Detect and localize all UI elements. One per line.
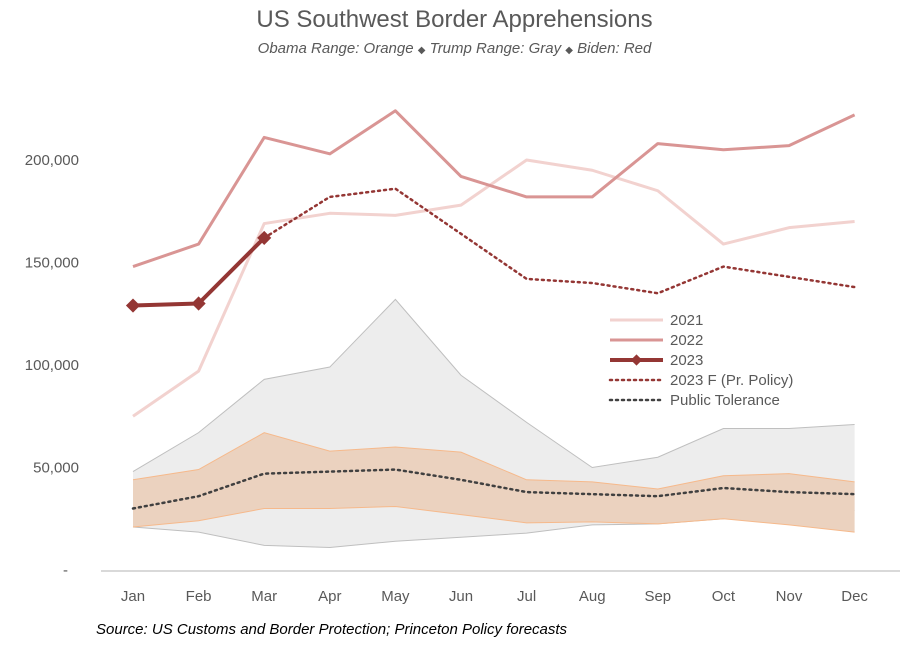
subtitle-obama: Obama Range: Orange [257, 40, 414, 57]
x-tick-label: Jan [121, 588, 145, 605]
subtitle-trump: Trump Range: Gray [429, 40, 562, 57]
x-tick-label: Feb [186, 588, 212, 605]
subtitle-biden: Biden: Red [577, 40, 652, 57]
chart-title: US Southwest Border Apprehensions [256, 6, 653, 33]
x-tick-label: Dec [841, 588, 868, 605]
series-2023-marker [191, 296, 206, 311]
x-tick-label: Mar [251, 588, 277, 605]
obama-range-lower-edge [132, 505, 855, 533]
x-tick-label: Apr [318, 588, 341, 605]
obama-range-band [133, 432, 855, 533]
legend-label-2022: 2022 [670, 332, 703, 349]
series-2022-line [132, 109, 856, 269]
legend-label-2023: 2023 [670, 352, 703, 369]
series-lines [125, 109, 856, 510]
chart-subtitle: Obama Range: Orange ◆ Trump Range: Gray … [0, 40, 909, 57]
x-tick-label: Jun [449, 588, 473, 605]
series-2023-marker [125, 298, 141, 313]
x-tick-label: Jul [517, 588, 536, 605]
legend-label-public-tolerance: Public Tolerance [670, 392, 780, 409]
obama-range-upper-edge [132, 432, 855, 490]
x-axis-ticks: Jan Feb Mar Apr May Jun Jul Aug Sep Oct Nov Dec [121, 588, 869, 605]
legend-marker-2023 [630, 354, 643, 366]
y-tick-label: - [63, 562, 68, 579]
series-2023-f-pr-policy-line [262, 187, 856, 295]
x-tick-label: Aug [579, 588, 606, 605]
y-tick-label: 50,000 [33, 460, 79, 477]
subtitle-separator-1: ◆ [417, 45, 426, 56]
y-axis-ticks: - 50,000 100,000 150,000 200,000 [25, 152, 79, 579]
source-note: Source: US Customs and Border Protection… [96, 621, 568, 638]
x-tick-label: Oct [712, 588, 736, 605]
subtitle-separator-2: ◆ [565, 45, 573, 56]
y-tick-label: 200,000 [25, 152, 79, 169]
legend: 2021 2022 2023 2023 F (Pr. Policy) Public To… [608, 312, 793, 409]
series-2023-line [132, 236, 266, 308]
legend-label-2023-f-pr-policy: 2023 F (Pr. Policy) [670, 372, 793, 389]
range-bands [132, 298, 855, 548]
trump-range-upper-edge [132, 298, 855, 473]
y-tick-label: 150,000 [25, 255, 79, 272]
series-public-tolerance-line [131, 468, 856, 510]
y-tick-label: 100,000 [25, 357, 79, 374]
x-tick-label: May [381, 588, 410, 605]
x-tick-label: Nov [776, 588, 803, 605]
legend-label-2021: 2021 [670, 312, 703, 329]
x-tick-label: Sep [644, 588, 671, 605]
